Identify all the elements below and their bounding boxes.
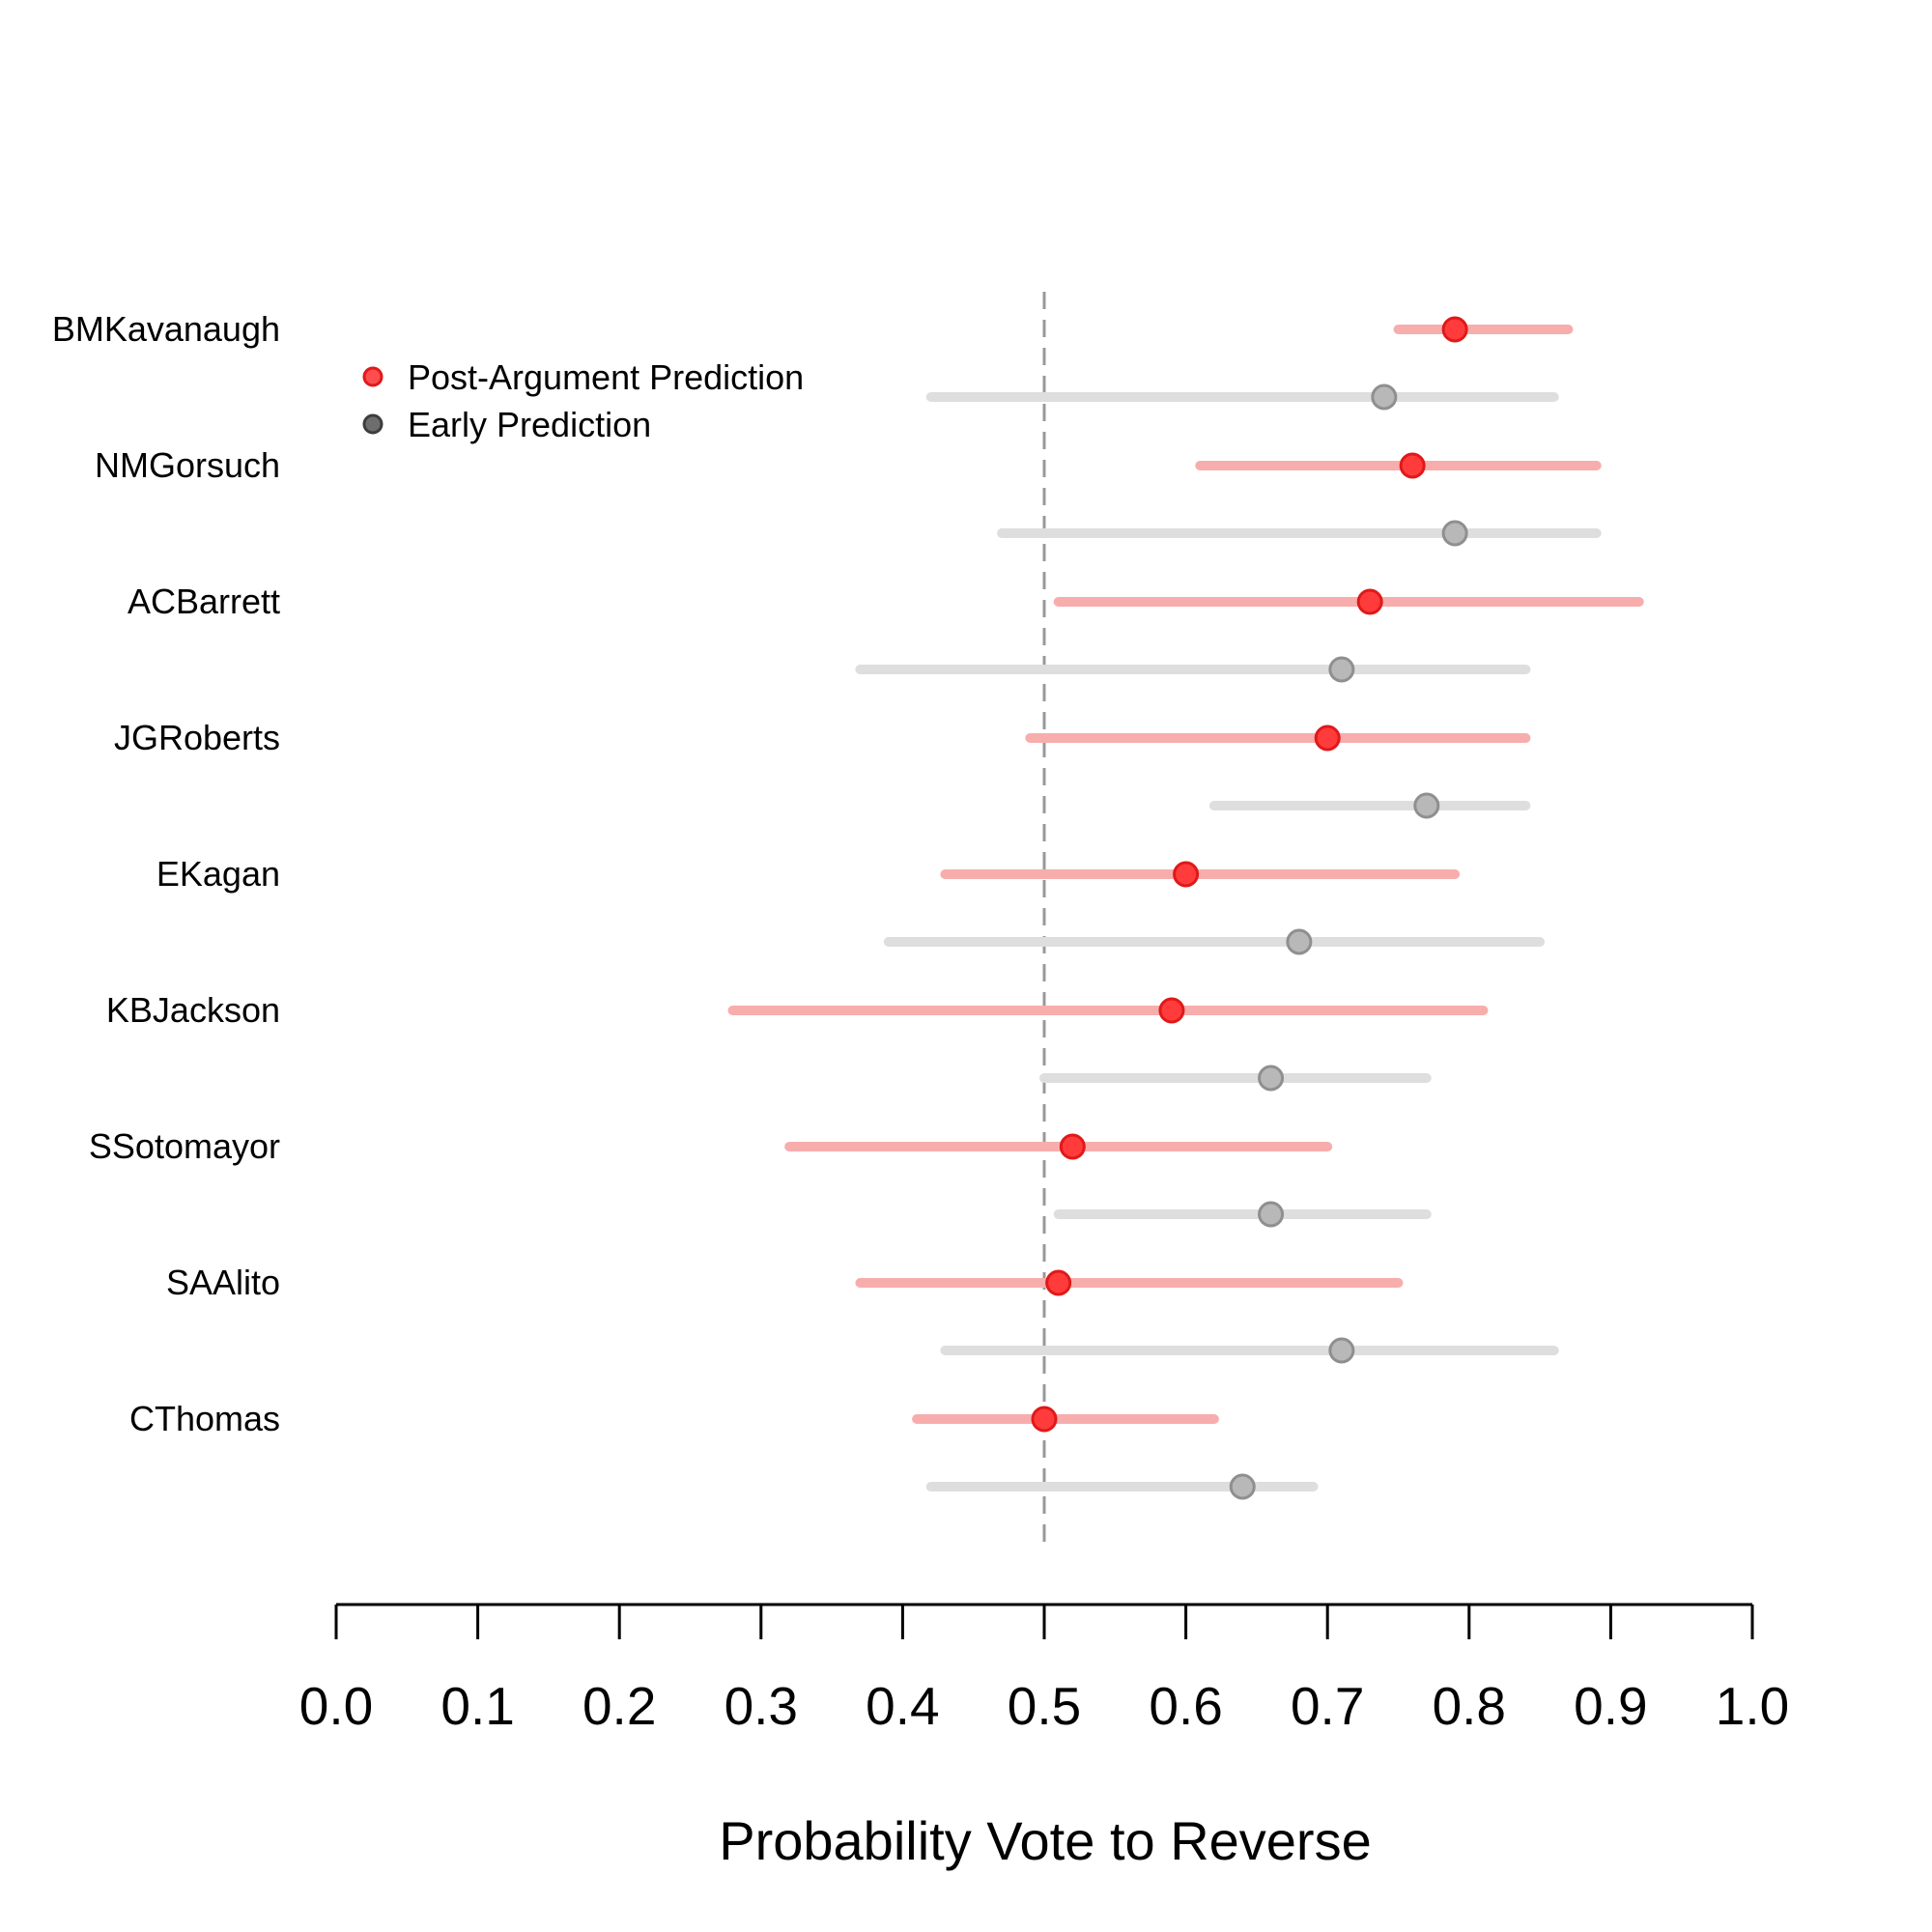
x-tick-label: 0.4 — [866, 1676, 939, 1736]
post-argument-point — [1031, 1406, 1058, 1433]
justice-label: JGRoberts — [114, 718, 280, 757]
justice-label: KBJackson — [106, 990, 280, 1030]
early-point — [1328, 656, 1355, 683]
early-point — [1441, 520, 1468, 547]
x-tick-label: 0.7 — [1291, 1676, 1364, 1736]
justice-label: EKagan — [156, 854, 280, 894]
x-tick-label: 0.6 — [1149, 1676, 1222, 1736]
early-point — [1286, 928, 1313, 955]
justice-label: SSotomayor — [89, 1126, 280, 1166]
x-tick-label: 0.9 — [1574, 1676, 1647, 1736]
post-argument-point — [1045, 1269, 1072, 1296]
post-argument-point — [1173, 861, 1200, 888]
early-point — [1229, 1473, 1256, 1500]
x-tick-label: 1.0 — [1716, 1676, 1789, 1736]
x-axis-title: Probability Vote to Reverse — [719, 1810, 1371, 1871]
x-tick-label: 0.1 — [440, 1676, 514, 1736]
early-point — [1258, 1065, 1285, 1092]
justice-label: CThomas — [129, 1399, 280, 1438]
x-tick-label: 0.5 — [1008, 1676, 1081, 1736]
early-point — [1258, 1201, 1285, 1228]
post-argument-point — [1158, 997, 1185, 1024]
justice-label: NMGorsuch — [95, 445, 280, 485]
post-argument-point — [1059, 1133, 1086, 1160]
early-point — [1328, 1337, 1355, 1364]
post-argument-point — [1356, 588, 1383, 615]
legend-marker — [362, 413, 384, 435]
legend-label: Early Prediction — [408, 405, 651, 444]
early-point — [1371, 384, 1398, 411]
justice-label: BMKavanaugh — [52, 309, 280, 349]
early-point — [1413, 792, 1440, 819]
x-tick-label: 0.2 — [582, 1676, 656, 1736]
post-argument-point — [1399, 452, 1426, 479]
legend-marker — [362, 366, 384, 387]
x-tick-label: 0.8 — [1433, 1676, 1506, 1736]
justice-label: SAAlito — [166, 1263, 280, 1302]
justice-label: ACBarrett — [128, 582, 280, 621]
x-tick-label: 0.0 — [299, 1676, 373, 1736]
x-tick-label: 0.3 — [724, 1676, 798, 1736]
legend-label: Post-Argument Prediction — [408, 357, 804, 397]
post-argument-point — [1441, 316, 1468, 343]
post-argument-point — [1314, 724, 1341, 752]
